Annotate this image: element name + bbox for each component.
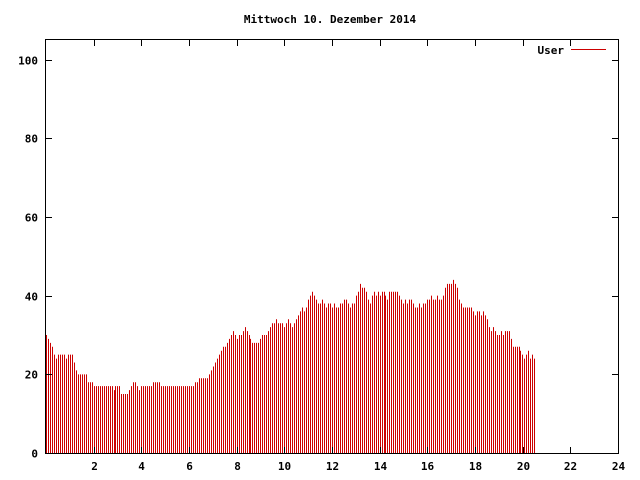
legend-label-user: User [538,44,565,57]
x-tick-label: 8 [234,460,241,473]
legend: User [538,44,606,57]
plot-frame [45,39,619,454]
y-tick-label: 80 [25,133,38,146]
x-tick-label: 20 [517,460,530,473]
y-tick-label: 0 [31,448,38,461]
x-tick-label: 14 [374,460,388,473]
x-tick-label: 4 [138,460,145,473]
x-tick-label: 18 [469,460,482,473]
x-tick-label: 24 [612,460,626,473]
bar-series-user [46,279,535,453]
chart-title: Mittwoch 10. Dezember 2014 [244,13,417,26]
y-tick-label: 40 [25,291,38,304]
x-tick-label: 10 [278,460,291,473]
y-tick-label: 20 [25,369,38,382]
x-tick-label: 22 [564,460,577,473]
x-tick-label: 12 [326,460,339,473]
x-tick-label: 2 [91,460,98,473]
y-tick-label: 60 [25,212,38,225]
x-tick-label: 16 [421,460,435,473]
y-tick-label: 100 [18,55,38,68]
x-axis-ticks: 2 4 6 8 10 12 14 16 18 20 22 24 [91,40,625,473]
x-tick-label: 6 [186,460,193,473]
